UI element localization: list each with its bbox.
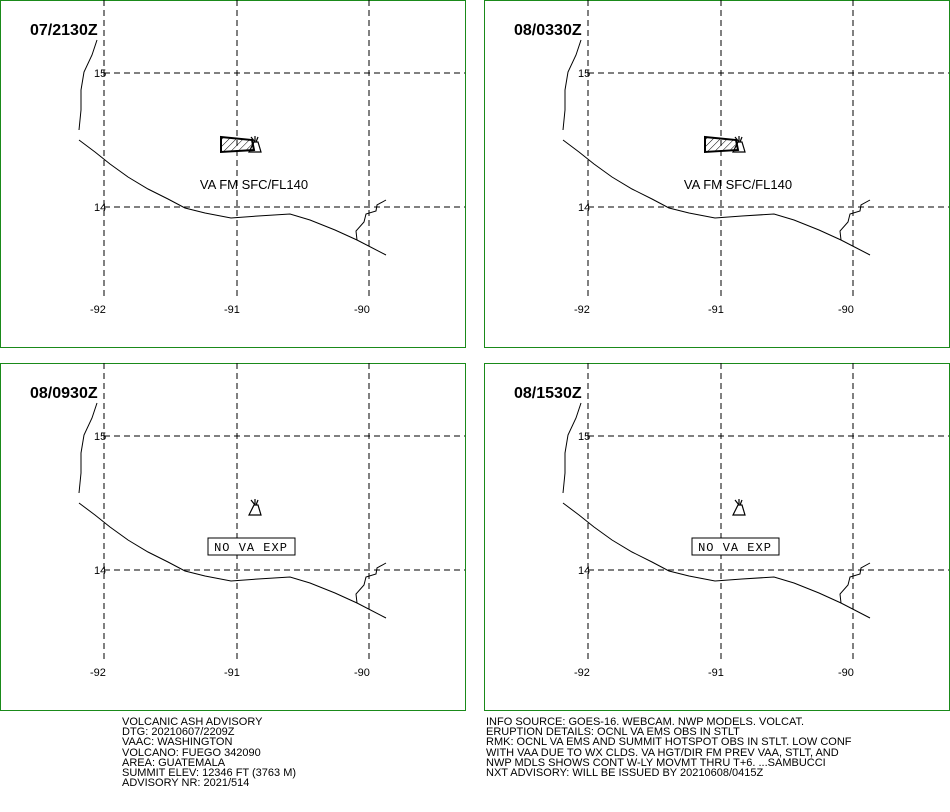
- advisory-line: DTG: 20210607/2209Z: [122, 726, 235, 739]
- coastline: [562, 502, 871, 619]
- remarks-line: WITH VAA DUE TO WX CLDS. VA HGT/DIR FM P…: [486, 746, 839, 759]
- advisory-details-block: VOLCANIC ASH ADVISORY DTG: 20210607/2209Z…: [122, 716, 297, 790]
- longitude-label: -91: [224, 304, 240, 316]
- longitude-label: -92: [90, 667, 106, 679]
- forecast-time-label: 07/2130Z: [30, 22, 98, 39]
- ash-level-label: VA FM SFC/FL140: [200, 177, 308, 192]
- volcano-icon: [732, 499, 746, 516]
- border-line: [355, 199, 387, 241]
- latitude-label: 15: [578, 431, 590, 443]
- forecast-panel: 15 14 -92 -91 -90 08/0930Z NO VA EXP: [0, 363, 466, 711]
- no-ash-label: NO VA EXP: [214, 541, 288, 555]
- coastline: [78, 39, 98, 131]
- coastline: [78, 502, 387, 619]
- longitude-label: -90: [354, 667, 370, 679]
- forecast-time-label: 08/0930Z: [30, 385, 98, 402]
- ash-cloud-area: [704, 135, 740, 154]
- advisory-line: VOLCANIC ASH ADVISORY: [122, 716, 263, 728]
- forecast-panel: 15 14 -92 -91 -90 07/2130Z VA FM SFC/FL140: [0, 0, 466, 348]
- forecast-time-label: 08/1530Z: [514, 385, 582, 402]
- longitude-label: -91: [708, 667, 724, 679]
- latitude-label: 14: [94, 565, 106, 577]
- forecast-panel: 15 14 -92 -91 -90 08/1530Z NO VA EXP: [484, 363, 950, 711]
- panel-frame: [484, 363, 950, 711]
- coastline: [78, 402, 98, 494]
- remarks-line: NXT ADVISORY: WILL BE ISSUED BY 20210608…: [486, 766, 764, 779]
- latitude-label: 14: [578, 565, 590, 577]
- longitude-label: -92: [574, 304, 590, 316]
- latitude-label: 15: [94, 431, 106, 443]
- longitude-label: -92: [574, 667, 590, 679]
- longitude-label: -90: [354, 304, 370, 316]
- remarks-line: INFO SOURCE: GOES-16. WEBCAM. NWP MODELS…: [486, 716, 805, 728]
- coastline: [562, 39, 582, 131]
- advisory-remarks-block: INFO SOURCE: GOES-16. WEBCAM. NWP MODELS…: [486, 716, 852, 779]
- latitude-label: 14: [94, 202, 106, 214]
- border-line: [839, 562, 871, 604]
- latitude-label: 15: [578, 68, 590, 80]
- longitude-label: -92: [90, 304, 106, 316]
- no-ash-box: [207, 537, 296, 556]
- longitude-label: -91: [708, 304, 724, 316]
- remarks-line: ERUPTION DETAILS: OCNL VA EMS OBS IN STL…: [486, 726, 740, 739]
- panel-frame: [0, 363, 466, 711]
- latitude-label: 15: [94, 68, 106, 80]
- forecast-panel: 15 14 -92 -91 -90 08/0330Z VA FM SFC/FL140: [484, 0, 950, 348]
- ash-level-label: VA FM SFC/FL140: [684, 177, 792, 192]
- advisory-line: VAAC: WASHINGTON: [122, 736, 233, 749]
- remarks-line: RMK: OCNL VA EMS AND SUMMIT HOTSPOT OBS …: [486, 736, 852, 749]
- coastline: [78, 139, 387, 256]
- ash-cloud-area: [220, 135, 256, 154]
- latitude-label: 14: [578, 202, 590, 214]
- coastline: [562, 139, 871, 256]
- volcano-icon: [248, 499, 262, 516]
- longitude-label: -90: [838, 667, 854, 679]
- longitude-label: -91: [224, 667, 240, 679]
- remarks-line: NWP MDLS SHOWS CONT W-LY MOVMT THRU T+6.…: [486, 756, 826, 769]
- longitude-label: -90: [838, 304, 854, 316]
- border-line: [839, 199, 871, 241]
- panel-frame: [484, 0, 950, 348]
- no-ash-label: NO VA EXP: [698, 541, 772, 555]
- panel-frame: [0, 0, 466, 348]
- advisory-line: SUMMIT ELEV: 12346 FT (3763 M): [122, 766, 297, 779]
- advisory-line: VOLCANO: FUEGO 342090: [122, 746, 261, 759]
- no-ash-box: [691, 537, 780, 556]
- forecast-time-label: 08/0330Z: [514, 22, 582, 39]
- border-line: [355, 562, 387, 604]
- coastline: [562, 402, 582, 494]
- advisory-line: ADVISORY NR: 2021/514: [122, 777, 250, 790]
- advisory-line: AREA: GUATEMALA: [122, 756, 226, 769]
